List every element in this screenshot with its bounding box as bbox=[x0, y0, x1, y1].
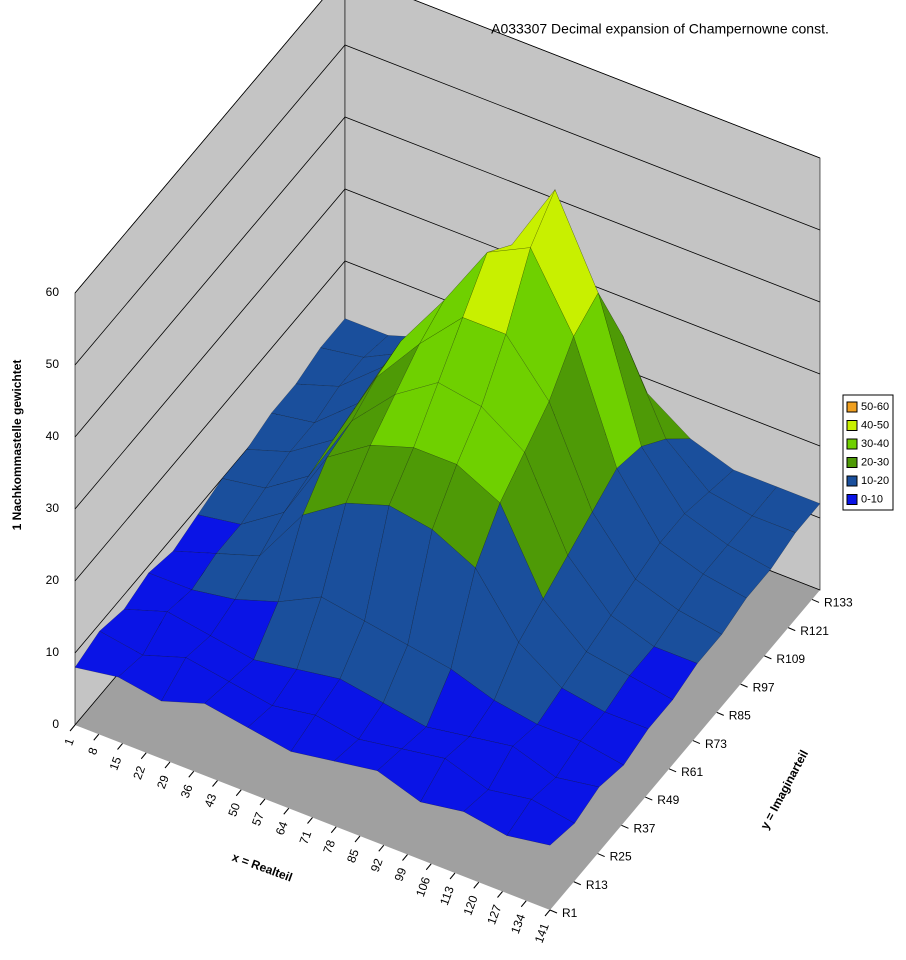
grid-line bbox=[74, 116, 821, 438]
x-tick-label: 134 bbox=[508, 912, 528, 936]
z-axis-label: 1 Nachkommastelle gewichtet bbox=[10, 360, 24, 531]
z-tick-label: 0 bbox=[52, 717, 59, 731]
x-tick bbox=[212, 780, 218, 787]
y-tick-label: R61 bbox=[681, 765, 703, 779]
z-tick-label: 30 bbox=[46, 501, 60, 515]
x-tick-label: 127 bbox=[484, 903, 504, 927]
x-tick bbox=[378, 844, 385, 852]
y-tick bbox=[573, 881, 582, 886]
x-tick bbox=[449, 872, 456, 880]
x-tick-label: 57 bbox=[249, 810, 267, 828]
y-tick-label: R109 bbox=[776, 652, 805, 666]
x-tick-label: 71 bbox=[297, 829, 315, 847]
x-tick-label: 120 bbox=[461, 893, 481, 917]
y-tick bbox=[549, 909, 558, 914]
x-tick-label: 29 bbox=[154, 773, 172, 791]
x-tick bbox=[425, 863, 432, 871]
y-tick bbox=[621, 824, 629, 829]
plot: 0 10 20 30 40 50 60 18 15 22 29 36 43 50 57 64 71 78 85 92 9… bbox=[46, 0, 853, 945]
x-tick-label: 141 bbox=[532, 921, 552, 945]
y-tick bbox=[788, 627, 796, 632]
y-tick bbox=[716, 711, 724, 716]
legend-label: 0-10 bbox=[861, 493, 883, 505]
x-tick bbox=[497, 891, 503, 898]
x-tick bbox=[69, 724, 76, 732]
x-tick-label: 36 bbox=[178, 782, 196, 800]
y-tick bbox=[740, 683, 748, 688]
x-tick bbox=[544, 909, 551, 917]
legend-label: 40-50 bbox=[861, 419, 889, 431]
z-tick-label: 50 bbox=[46, 357, 60, 371]
y-tick bbox=[645, 796, 653, 801]
y-tick bbox=[597, 853, 605, 857]
x-tick-label: 106 bbox=[413, 875, 433, 899]
legend-swatch bbox=[846, 438, 858, 450]
x-tick bbox=[164, 761, 171, 769]
x-tick bbox=[117, 743, 123, 750]
z-tick-label: 60 bbox=[46, 285, 60, 299]
y-tick-label: R1 bbox=[562, 906, 578, 920]
x-tick-label: 8 bbox=[85, 745, 101, 756]
legend-swatch bbox=[846, 475, 858, 487]
y-tick-label: R133 bbox=[824, 596, 853, 610]
legend-label: 50-60 bbox=[861, 401, 889, 413]
grid-line bbox=[74, 0, 821, 294]
x-tick-label: 78 bbox=[320, 838, 338, 856]
x-tick-label: 15 bbox=[107, 755, 125, 773]
z-tick-label: 40 bbox=[46, 429, 60, 443]
y-tick bbox=[668, 768, 677, 773]
legend-swatch bbox=[846, 494, 858, 505]
grid-line bbox=[74, 188, 821, 510]
y-axis-label: y = Imaginarteil bbox=[758, 748, 812, 832]
y-tick-label: R97 bbox=[753, 680, 775, 694]
legend-label: 10-20 bbox=[861, 475, 889, 487]
y-tick bbox=[811, 598, 820, 603]
legend-label: 20-30 bbox=[861, 456, 889, 468]
x-axis-label: x = Realteil bbox=[230, 850, 294, 885]
y-tick-label: R37 bbox=[633, 821, 655, 835]
y-tick-label: R13 bbox=[586, 878, 608, 892]
legend-label: 30-40 bbox=[861, 438, 889, 450]
grid-line bbox=[74, 44, 821, 366]
x-tick-label: 1 bbox=[61, 736, 77, 747]
z-tick-label: 20 bbox=[46, 573, 60, 587]
x-tick bbox=[140, 752, 147, 760]
chart-title: A033307 Decimal expansion of Champernown… bbox=[491, 21, 829, 37]
x-tick-label: 99 bbox=[392, 866, 410, 884]
x-tick bbox=[93, 733, 100, 741]
y-tick-label: R85 bbox=[729, 709, 751, 723]
y-tick-label: R25 bbox=[610, 850, 632, 864]
y-tick-label: R49 bbox=[657, 793, 679, 807]
legend-swatch bbox=[846, 420, 858, 431]
y-tick-label: R121 bbox=[800, 624, 829, 638]
x-tick bbox=[473, 881, 480, 889]
x-tick-label: 64 bbox=[273, 819, 291, 837]
x-tick-label: 85 bbox=[344, 847, 362, 865]
x-tick bbox=[188, 770, 195, 778]
x-tick-label: 43 bbox=[202, 792, 220, 810]
x-tick bbox=[259, 798, 266, 806]
x-tick bbox=[354, 835, 361, 843]
legend-swatch bbox=[846, 401, 858, 413]
y-tick bbox=[764, 655, 772, 660]
surface-patch bbox=[506, 799, 575, 846]
legend-swatch bbox=[846, 457, 858, 468]
x-tick bbox=[520, 900, 527, 908]
z-tick-label: 10 bbox=[46, 645, 60, 659]
x-tick bbox=[235, 789, 242, 797]
x-tick bbox=[283, 807, 290, 815]
x-tick-label: 113 bbox=[437, 884, 457, 907]
y-tick bbox=[692, 740, 701, 745]
x-tick-label: 50 bbox=[225, 801, 243, 819]
x-tick bbox=[330, 826, 337, 834]
x-tick-label: 22 bbox=[130, 764, 148, 782]
grid-line bbox=[74, 260, 821, 582]
legend-box bbox=[842, 394, 894, 511]
x-tick bbox=[402, 854, 408, 861]
x-tick bbox=[307, 817, 313, 824]
x-tick-label: 92 bbox=[368, 856, 386, 874]
y-tick-label: R73 bbox=[705, 737, 727, 751]
